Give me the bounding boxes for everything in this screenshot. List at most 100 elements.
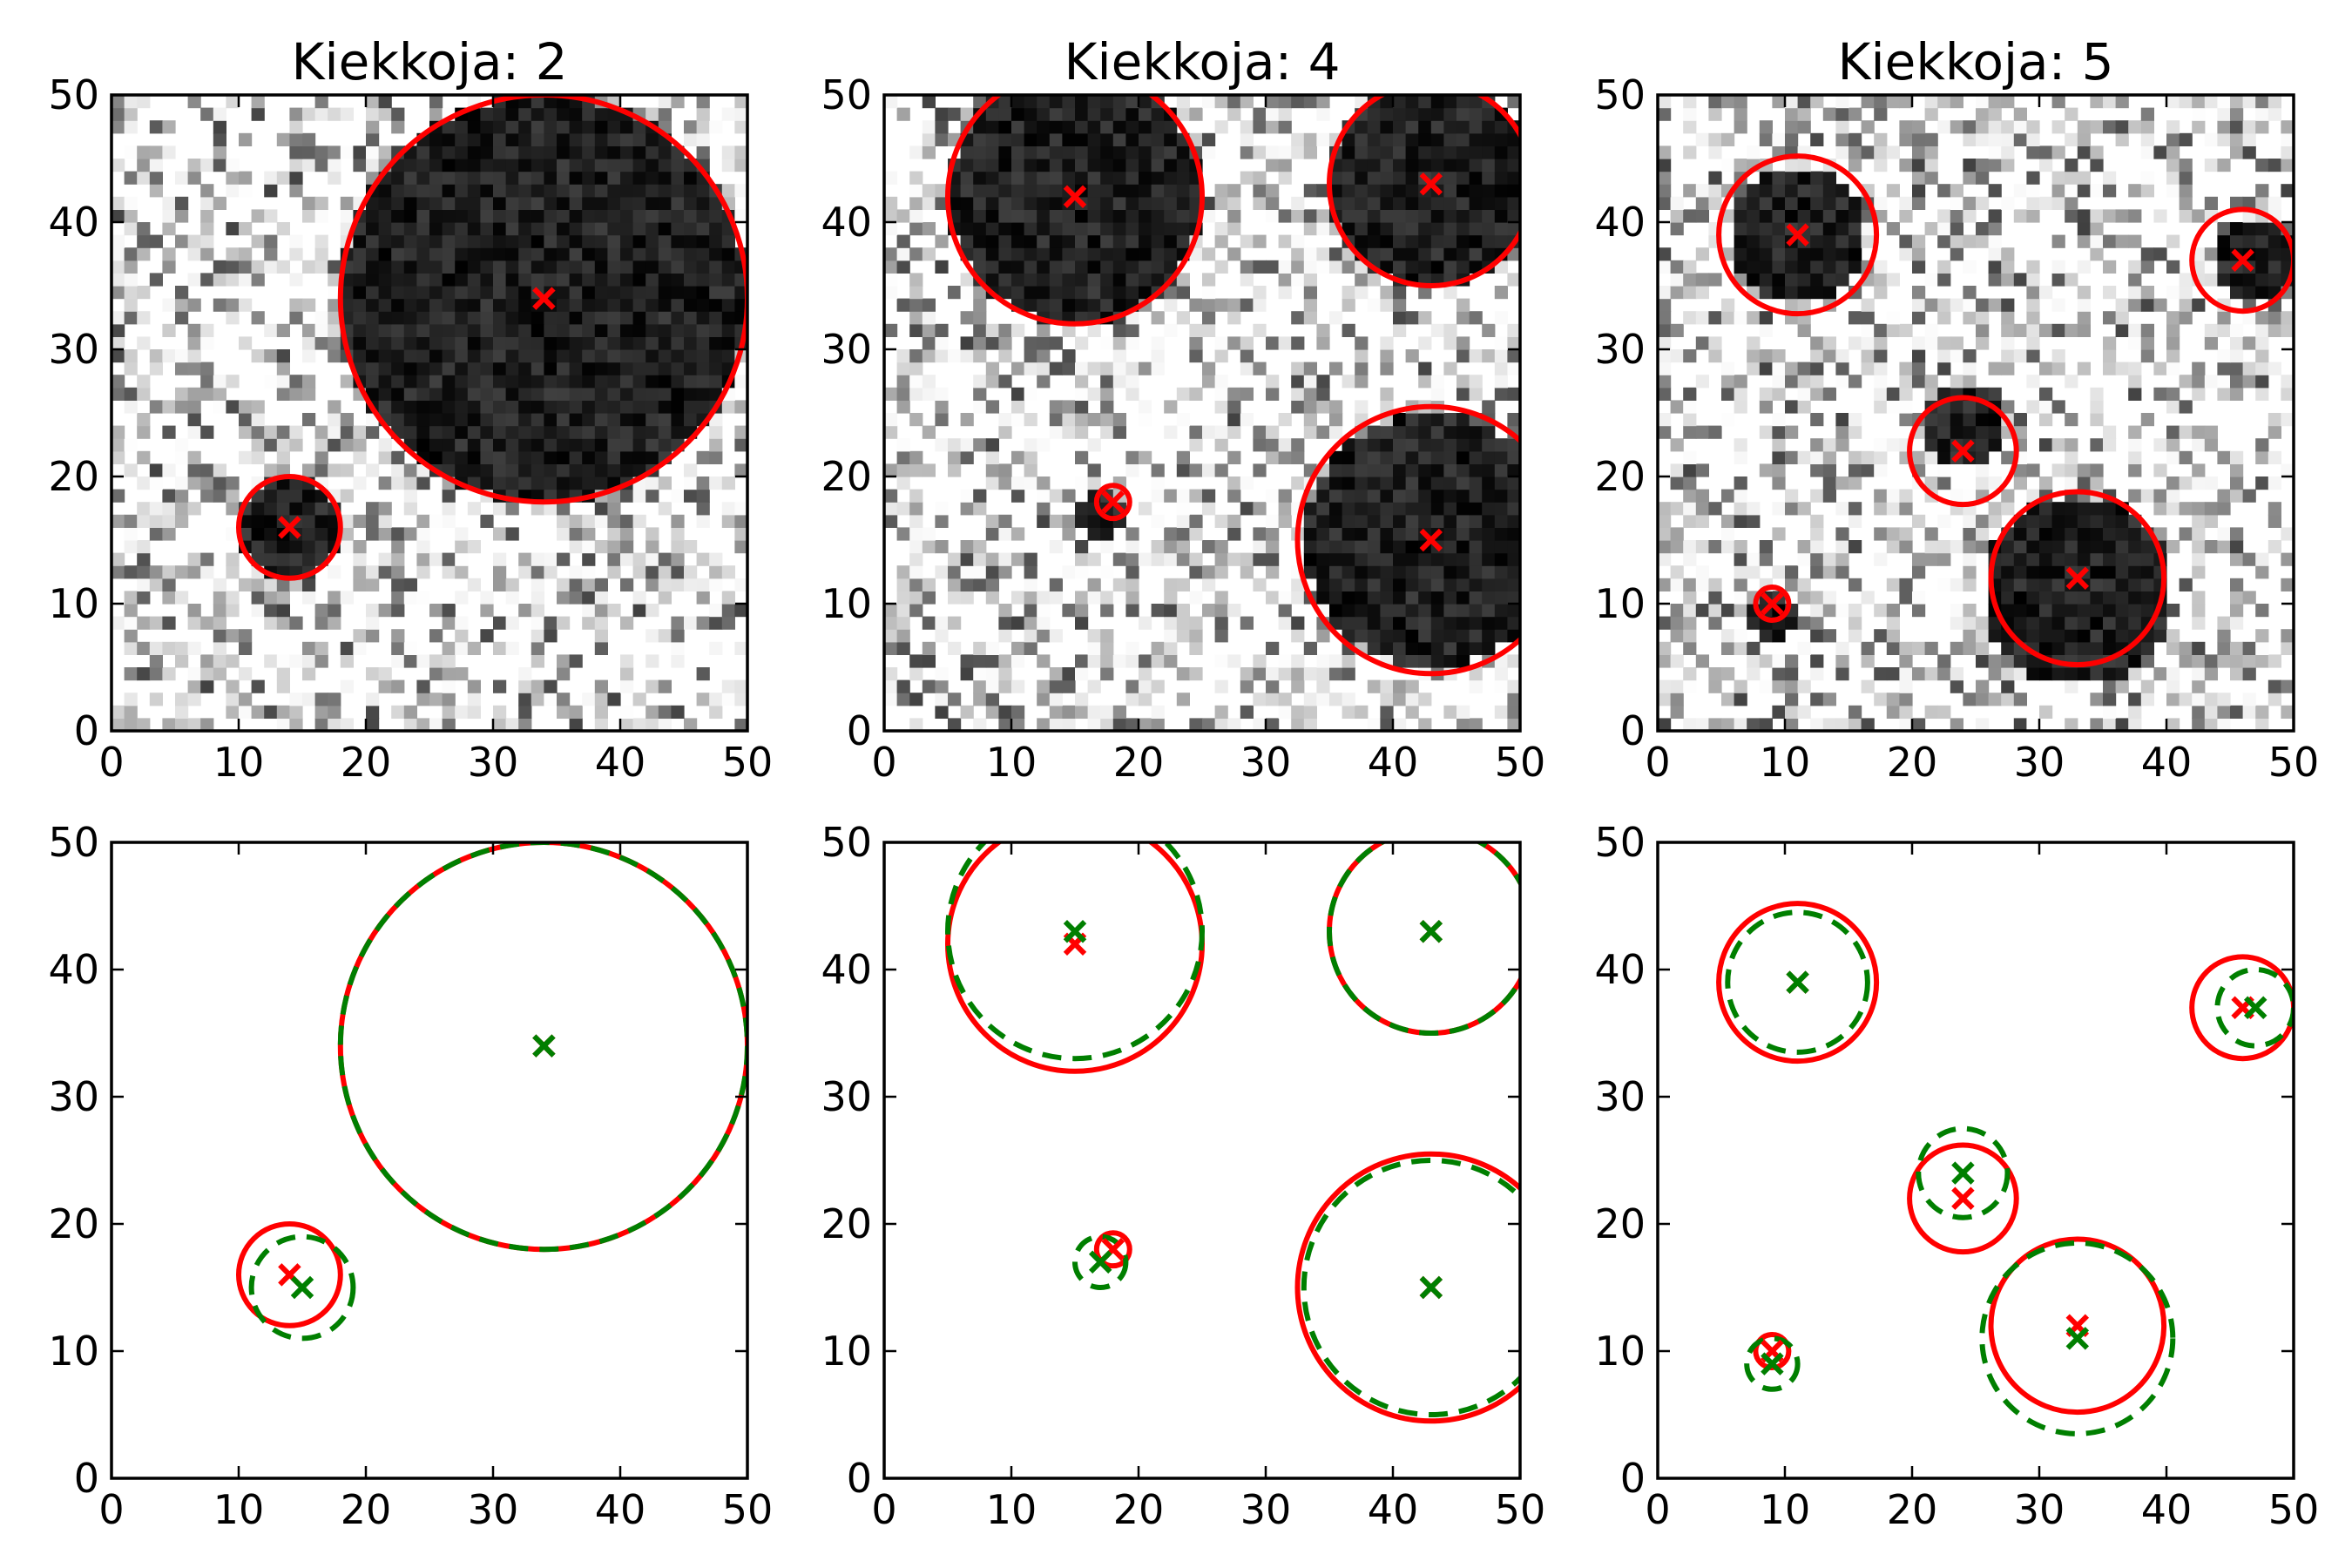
image-pixel [149,578,163,591]
image-pixel [505,171,519,185]
image-pixel [684,476,698,490]
image-pixel [1507,693,1520,706]
image-pixel [1316,95,1330,109]
image-pixel [467,502,481,516]
image-pixel [1772,502,1786,516]
image-pixel [493,286,507,300]
image-pixel [1443,184,1457,198]
image-pixel [213,578,226,591]
image-pixel [582,450,596,464]
image-pixel [2013,120,2027,134]
image-pixel [187,387,201,401]
image-pixel [909,514,923,528]
image-pixel [353,145,367,159]
image-pixel [1747,311,1761,325]
image-pixel [998,222,1012,236]
image-pixel [162,400,176,414]
image-pixel [2065,527,2078,541]
image-pixel [1227,400,1241,414]
image-pixel [696,616,710,630]
image-pixel [922,540,936,554]
image-pixel [1963,171,1977,185]
image-pixel [1112,336,1126,350]
image-pixel [1747,184,1761,198]
estimated-center-marker [1419,528,1443,552]
image-pixel [302,591,316,605]
image-pixel [264,171,278,185]
image-pixel [251,705,265,719]
image-pixel [1355,132,1369,146]
image-pixel [1087,159,1101,172]
estimated-center-marker [2231,248,2254,273]
image-pixel [1683,425,1697,439]
image-pixel [314,247,328,261]
image-pixel [884,323,898,337]
image-pixel [909,323,923,337]
image-pixel [2128,209,2142,223]
image-pixel [909,247,923,261]
image-pixel [442,375,456,389]
image-pixel [2217,527,2231,541]
image-pixel [1469,679,1483,693]
image-pixel [455,184,469,198]
image-pixel [1214,679,1228,693]
image-pixel [1418,286,1432,300]
image-pixel [1835,145,1849,159]
image-pixel [1176,196,1190,210]
image-pixel [1075,604,1089,618]
image-pixel [1112,222,1126,236]
image-pixel [2026,654,2040,668]
image-pixel [2217,489,2231,503]
image-pixel [544,565,558,579]
image-pixel [1125,209,1139,223]
image-pixel [1886,527,1900,541]
image-pixel [632,298,646,312]
image-pixel [1355,489,1369,503]
image-pixel [1507,489,1520,503]
image-pixel [1240,667,1254,681]
image-pixel [1380,565,1394,579]
image-pixel [2090,476,2104,490]
image-pixel [973,375,987,389]
image-pixel [251,604,265,618]
image-pixel [709,565,723,579]
image-pixel [187,247,201,261]
image-pixel [1772,184,1786,198]
image-pixel [416,311,430,325]
image-pixel [1037,476,1051,490]
image-pixel [2217,540,2231,554]
image-pixel [607,132,621,146]
image-pixel [124,196,138,210]
image-pixel [149,234,163,248]
image-pixel [1075,450,1089,464]
image-pixel [1469,247,1483,261]
image-pixel [922,591,936,605]
image-pixel [1139,450,1152,464]
image-pixel [544,159,558,172]
image-pixel [264,616,278,630]
image-pixel [1734,489,1747,503]
image-pixel [2051,196,2065,210]
image-pixel [1835,184,1849,198]
image-pixel [935,616,949,630]
image-pixel [2090,578,2104,591]
image-pixel [124,667,138,681]
image-pixel [442,132,456,146]
image-pixel [455,273,469,287]
image-pixel [1214,95,1228,109]
image-pixel [1456,616,1470,630]
image-pixel [2179,375,2193,389]
image-pixel [1874,693,1888,706]
image-pixel [239,705,253,719]
image-pixel [1024,171,1037,185]
image-pixel [620,362,634,375]
image-pixel [632,489,646,503]
image-pixel [696,222,710,236]
image-pixel [2179,159,2193,172]
image-pixel [251,311,265,325]
image-pixel [213,132,226,146]
image-pixel [416,425,430,439]
x-tick-label: 50 [722,739,774,786]
true-disc-circle [337,842,747,1253]
image-pixel [985,463,999,477]
